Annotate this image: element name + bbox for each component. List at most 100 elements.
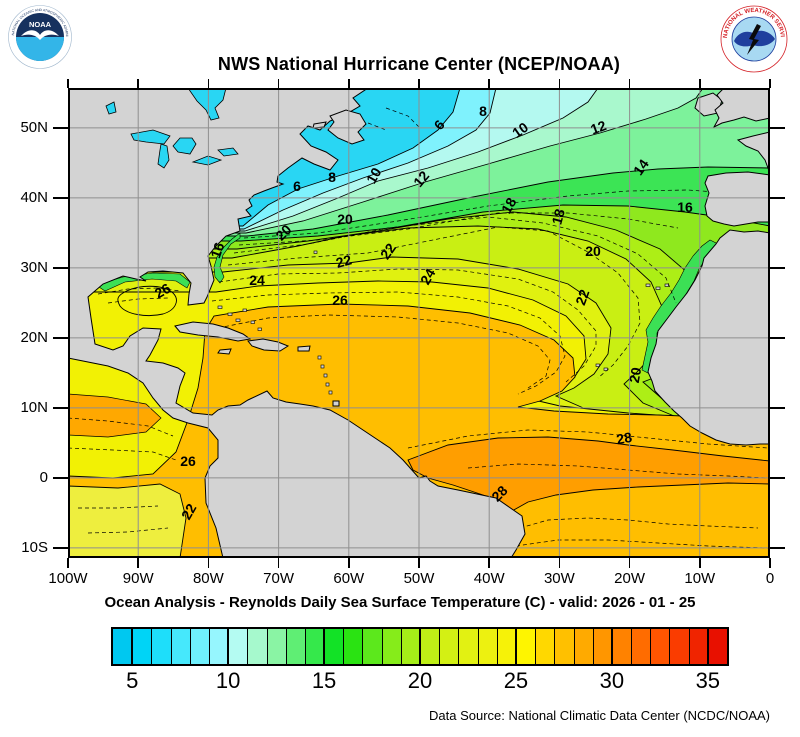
colorbar-segment [707, 629, 727, 664]
colorbar-segment [611, 629, 632, 664]
lon-tick-bottom [418, 558, 420, 568]
cape-verde [595, 363, 608, 371]
lon-tick-top [769, 79, 771, 88]
colorbar-segment [189, 629, 209, 664]
lake-michigan [157, 143, 170, 169]
lat-tick-left [53, 267, 68, 269]
gulf-loop-contour [117, 285, 177, 317]
colorbar-segment [208, 629, 229, 664]
contour-label: 24 [417, 266, 439, 288]
contour-label: 26 [180, 453, 196, 469]
colorbar-segment [535, 629, 555, 664]
lake-winnipeg [105, 101, 117, 115]
lat-tick-label: 20N [20, 328, 48, 346]
contour-label: 18 [548, 207, 568, 226]
lake-superior [130, 129, 171, 145]
lat-tick-left [53, 127, 68, 129]
landmasses [68, 88, 770, 558]
lon-tick-label: 40W [473, 570, 505, 587]
lon-tick-label: 50W [403, 570, 435, 587]
colorbar-major-tick [131, 629, 134, 664]
colorbar-segment [496, 629, 516, 664]
lat-tick-label: 10N [20, 398, 48, 416]
colorbar-segment [247, 629, 267, 664]
noaa-seagull-icon [21, 30, 59, 40]
colorbar-segment [304, 629, 325, 664]
lat-tick-label: 50N [20, 118, 48, 136]
lat-tick-right [770, 407, 785, 409]
colorbar-tick-label: 30 [599, 668, 625, 693]
noaa-acronym: NOAA [29, 20, 52, 29]
colorbar-segment [400, 629, 420, 664]
lon-tick-bottom [558, 558, 561, 568]
contour-label: 16 [677, 199, 693, 215]
colorbar-major-tick [323, 629, 326, 664]
contour-label: 16 [207, 240, 227, 260]
lat-tick-label: 30N [20, 258, 48, 276]
nws-cloud-shape [734, 30, 775, 47]
contour-label: 12 [588, 117, 608, 137]
colorbar-segment [458, 629, 478, 664]
data-source-text: Data Source: National Climatic Data Cent… [429, 708, 770, 723]
lat-tick-label: 40N [20, 188, 48, 206]
lon-tick-bottom [137, 558, 139, 568]
lon-tick-top [137, 79, 139, 88]
trinidad [332, 400, 340, 407]
colorbar-segment [132, 629, 152, 664]
lon-tick-top [207, 79, 210, 88]
nws-logo: NATIONAL WEATHER SERVICE ★ ★ ★ [720, 5, 788, 73]
contour-label: 10 [363, 165, 385, 187]
lon-tick-top [277, 79, 280, 88]
contour-label: 26 [332, 292, 348, 308]
sst-map: 6 8 10 12 6 8 10 12 14 16 16 18 18 20 20 20 20 22 22 22 22 24… [68, 88, 770, 558]
colorbar-segment [669, 629, 689, 664]
colorbar-segment [420, 629, 440, 664]
iberia [704, 171, 770, 227]
lake-huron [172, 137, 197, 155]
lon-tick-label: 90W [122, 570, 154, 587]
lon-tick-label: 10W [684, 570, 716, 587]
lat-tick-left [53, 547, 68, 549]
hispaniola [247, 338, 290, 352]
contour-label: 26 [152, 280, 174, 302]
lat-tick-left [53, 197, 68, 199]
lon-tick-label: 100W [48, 570, 88, 587]
lat-tick-label: 10S [21, 538, 48, 556]
colorbar-tick-label: 25 [503, 668, 529, 693]
colorbar-major-tick [227, 629, 230, 664]
lon-tick-label: 0 [765, 570, 775, 587]
colorbar-tick-label: 20 [407, 668, 433, 693]
lon-tick-bottom [699, 558, 701, 568]
lon-tick-top [348, 79, 350, 88]
lat-tick-left [53, 477, 68, 479]
contour-label: 22 [572, 287, 592, 307]
contour-label: 18 [498, 195, 520, 217]
canary-islands [645, 283, 669, 290]
nws-logo-graphic: NATIONAL WEATHER SERVICE ★ ★ ★ [720, 5, 788, 73]
colorbar-segment [515, 629, 536, 664]
colorbar-segment [477, 629, 497, 664]
lat-tick-label: 0 [39, 468, 48, 486]
colorbar-major-tick [706, 629, 709, 664]
colorbar-tick-label: 15 [311, 668, 337, 693]
colorbar-tick-label: 5 [126, 668, 139, 693]
colorbar-segment [343, 629, 363, 664]
colorbar-major-tick [514, 629, 517, 664]
contour-label: 28 [615, 429, 633, 447]
contour-label: 20 [337, 211, 353, 227]
colorbar-segment [113, 629, 133, 664]
lon-tick-top [628, 79, 631, 88]
colorbar-tick-label: 10 [215, 668, 241, 693]
lon-tick-bottom [207, 558, 210, 568]
colorbar-segment [439, 629, 459, 664]
colorbar-segment [631, 629, 651, 664]
noaa-logo: NATIONAL OCEANIC AND ATMOSPHERIC ADMINIS… [8, 5, 72, 69]
bahamas [217, 305, 262, 331]
lon-tick-top [558, 79, 561, 88]
map-frame [68, 88, 770, 558]
lat-tick-left [53, 337, 68, 339]
lon-tick-bottom [488, 558, 490, 568]
colorbar-segment [592, 629, 612, 664]
